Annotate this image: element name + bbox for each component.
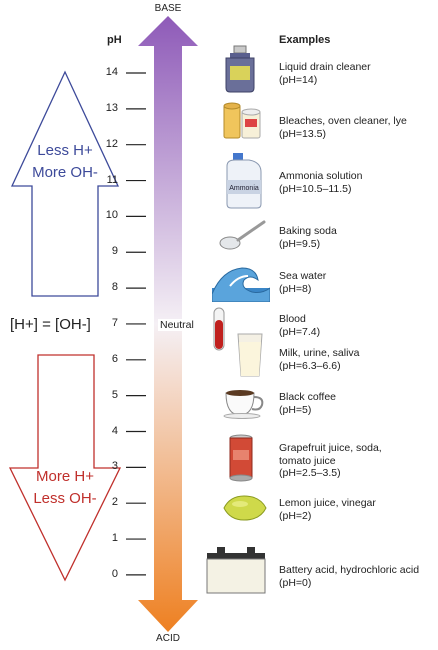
example-ph: (pH=2) xyxy=(279,509,312,522)
example-name: Battery acid, hydrochloric acid xyxy=(279,564,420,576)
drain-cleaner-bottle-icon xyxy=(225,45,255,93)
example-name: Lemon juice, vinegar xyxy=(279,497,376,509)
example-item: Baking soda (pH=9.5) xyxy=(279,225,337,250)
example-item: Liquid drain cleaner (pH=14) xyxy=(279,61,371,86)
example-item: Grapefruit juice, soda, tomato juice (pH=2… xyxy=(279,442,382,480)
example-name: Bleaches, oven cleaner, lye xyxy=(279,115,407,127)
spoon-icon xyxy=(219,220,266,250)
example-item: Sea water (pH=8) xyxy=(279,270,326,295)
example-ph: (pH=14) xyxy=(279,73,318,86)
example-name: Liquid drain cleaner xyxy=(279,61,371,73)
ph-tick-label-0: 0 xyxy=(111,567,118,580)
ph-tick-label-5: 5 xyxy=(111,388,118,401)
example-ph: (pH=9.5) xyxy=(279,237,321,250)
equal-concentration-label: [H+] = [OH-] xyxy=(10,316,91,333)
example-name: Grapefruit juice, soda, xyxy=(279,442,382,454)
battery-icon xyxy=(206,547,266,594)
example-item: Lemon juice, vinegar (pH=2) xyxy=(279,497,376,522)
down-arrow-outline xyxy=(8,354,122,582)
example-name: Black coffee xyxy=(279,391,337,403)
ph-tick-label-13: 13 xyxy=(105,101,118,114)
example-name-line2: tomato juice xyxy=(279,454,336,467)
example-name: Sea water xyxy=(279,270,327,282)
example-name: Milk, urine, saliva xyxy=(279,347,360,359)
example-item: Black coffee (pH=5) xyxy=(279,391,336,416)
wave-icon xyxy=(212,267,270,302)
ph-tick-label-10: 10 xyxy=(105,209,118,222)
examples-header: Examples xyxy=(279,34,331,46)
example-item: Ammonia solution (pH=10.5–11.5) xyxy=(279,170,362,195)
example-ph: (pH=10.5–11.5) xyxy=(279,182,352,195)
example-ph: (pH=0) xyxy=(279,576,312,589)
up-arrow-outline xyxy=(10,70,120,297)
example-item: Blood (pH=7.4) xyxy=(279,313,320,338)
down-arrow-text: More H+ Less OH- xyxy=(8,466,122,510)
ph-tick-label-11: 11 xyxy=(106,173,118,186)
example-name: Baking soda xyxy=(279,225,337,237)
ph-tick-label-14: 14 xyxy=(105,66,118,78)
example-item: Bleaches, oven cleaner, lye (pH=13.5) xyxy=(279,115,407,140)
example-name: Blood xyxy=(279,313,306,325)
example-ph: (pH=7.4) xyxy=(279,325,321,338)
base-label: BASE xyxy=(154,3,182,14)
bleach-cans-icon xyxy=(223,102,261,139)
example-name: Ammonia solution xyxy=(279,170,363,182)
less-h-label: Less H+ xyxy=(37,142,93,159)
up-arrow-text: Less H+ More OH- xyxy=(10,140,120,184)
ph-tick-label-8: 8 xyxy=(111,281,118,294)
example-ph: (pH=13.5) xyxy=(279,127,326,140)
coffee-cup-icon xyxy=(223,390,264,419)
milk-glass-icon xyxy=(237,333,263,377)
soda-can-icon xyxy=(229,434,253,482)
less-oh-label: Less OH- xyxy=(33,490,97,507)
ph-tick-label-9: 9 xyxy=(111,245,118,258)
ph-tick-label-1: 1 xyxy=(111,532,118,545)
more-oh-label: More OH- xyxy=(32,164,98,181)
neutral-label: Neutral xyxy=(158,319,196,331)
example-ph: (pH=5) xyxy=(279,403,312,416)
example-item: Milk, urine, saliva (pH=6.3–6.6) xyxy=(279,347,360,372)
ph-tick-label-7: 7 xyxy=(111,316,118,329)
tick-lines xyxy=(126,72,146,576)
ammonia-jug-icon: Ammonia xyxy=(226,153,262,209)
example-ph: (pH=6.3–6.6) xyxy=(279,359,341,372)
blood-tube-icon xyxy=(213,307,225,351)
ammonia-jug-tag: Ammonia xyxy=(229,185,259,192)
example-ph: (pH=8) xyxy=(279,282,312,295)
example-ph: (pH=2.5–3.5) xyxy=(279,467,341,479)
ph-tick-label-12: 12 xyxy=(105,137,118,150)
ph-header: pH xyxy=(107,34,122,46)
ph-tick-label-3: 3 xyxy=(111,460,118,473)
ph-tick-label-6: 6 xyxy=(111,352,118,365)
ph-tick-label-4: 4 xyxy=(111,424,118,437)
acid-label: ACID xyxy=(156,633,180,644)
ph-tick-label-2: 2 xyxy=(111,496,118,509)
more-h-label: More H+ xyxy=(36,468,94,485)
lemon-icon xyxy=(223,495,267,521)
example-item: Battery acid, hydrochloric acid (pH=0) xyxy=(279,564,419,589)
